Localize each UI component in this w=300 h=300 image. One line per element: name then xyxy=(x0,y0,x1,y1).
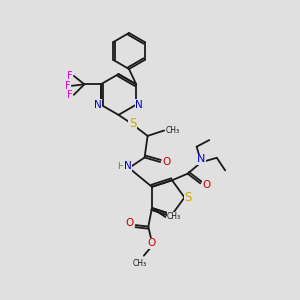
Text: H: H xyxy=(117,162,124,171)
Text: N: N xyxy=(124,161,131,171)
Text: N: N xyxy=(197,154,205,164)
Text: F: F xyxy=(67,90,73,100)
Text: F: F xyxy=(65,81,70,91)
Text: O: O xyxy=(203,180,211,190)
Text: N: N xyxy=(94,100,102,110)
Text: O: O xyxy=(163,157,171,167)
Text: CH₃: CH₃ xyxy=(167,212,181,221)
Text: CH₃: CH₃ xyxy=(133,259,147,268)
Text: O: O xyxy=(125,218,133,228)
Text: F: F xyxy=(67,71,73,81)
Text: CH₃: CH₃ xyxy=(166,126,180,135)
Text: N: N xyxy=(135,100,143,110)
Text: S: S xyxy=(184,191,192,204)
Text: O: O xyxy=(147,238,155,248)
Text: S: S xyxy=(129,117,136,130)
